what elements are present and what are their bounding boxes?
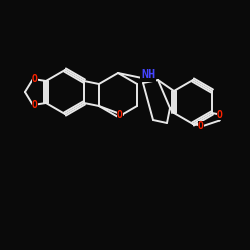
Text: O: O (198, 121, 204, 131)
Text: O: O (32, 74, 38, 84)
Text: O: O (117, 110, 123, 120)
Text: O: O (217, 110, 223, 120)
Text: O: O (32, 100, 38, 110)
Text: NH: NH (141, 68, 155, 82)
